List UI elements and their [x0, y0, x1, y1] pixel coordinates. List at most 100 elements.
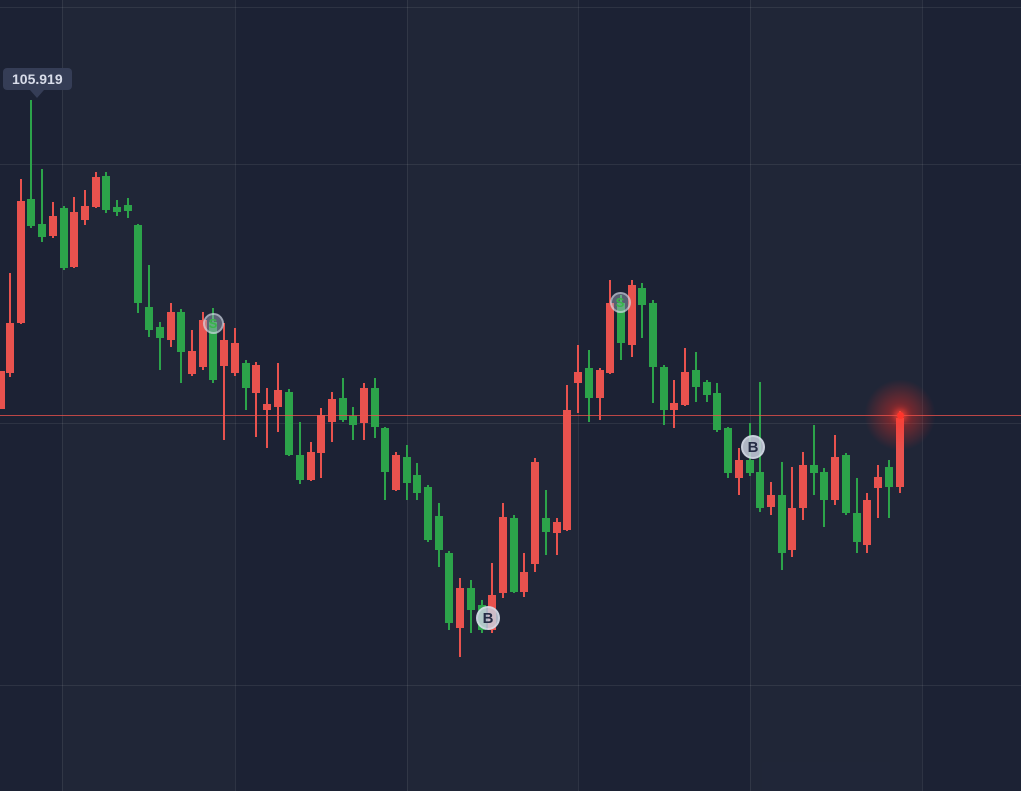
candle-body: [456, 588, 464, 628]
candle-body: [17, 201, 25, 323]
candle-body: [0, 371, 5, 409]
candle-body: [81, 206, 89, 220]
candle-body: [242, 363, 250, 388]
candle-wick: [223, 323, 225, 440]
candle-wick: [556, 518, 558, 555]
candle-body: [510, 518, 518, 592]
candle-body: [542, 518, 550, 532]
buy-marker: B: [476, 606, 500, 630]
candle-body: [703, 382, 711, 395]
candle-wick: [266, 388, 268, 448]
candle-body: [842, 455, 850, 513]
candle-body: [820, 472, 828, 500]
candle-body: [735, 460, 743, 478]
buy-marker: B: [741, 435, 765, 459]
candle-body: [746, 460, 754, 473]
candle-body: [596, 370, 604, 398]
candle-body: [134, 225, 142, 303]
candle-wick: [299, 422, 301, 484]
candle-body: [660, 367, 668, 410]
candle-body: [285, 392, 293, 455]
candle-body: [649, 303, 657, 367]
candle-body: [445, 553, 453, 623]
sell-marker: S: [202, 312, 224, 334]
candle-body: [424, 487, 432, 540]
candle-body: [606, 303, 614, 373]
candle-body: [638, 288, 646, 305]
candle-body: [713, 393, 721, 430]
candle-body: [756, 472, 764, 508]
candle-body: [220, 340, 228, 366]
candle-wick: [41, 169, 43, 242]
candle-body: [360, 388, 368, 423]
vertical-gridline: [407, 0, 408, 791]
candle-body: [531, 462, 539, 564]
candle-body: [124, 205, 132, 211]
candle-body: [307, 452, 315, 480]
candle-body: [392, 455, 400, 490]
price-tooltip-pointer-icon: [30, 90, 45, 98]
candle-body: [263, 404, 271, 410]
candle-body: [188, 351, 196, 374]
horizontal-gridline: [0, 423, 1021, 424]
candle-wick: [877, 465, 879, 518]
candle-body: [799, 465, 807, 508]
candle-wick: [30, 100, 32, 228]
candle-body: [296, 455, 304, 480]
candle-body: [574, 372, 582, 383]
candle-body: [403, 457, 411, 483]
vertical-gridline: [750, 0, 751, 791]
vertical-gridline: [62, 0, 63, 791]
candle-wick: [888, 460, 890, 518]
sell-marker: S: [609, 291, 631, 313]
candle-wick: [813, 425, 815, 495]
candle-body: [435, 516, 443, 550]
candle-body: [381, 428, 389, 472]
candle-wick: [159, 322, 161, 370]
candle-body: [49, 216, 57, 236]
candle-body: [113, 207, 121, 212]
current-price-line: [0, 415, 1021, 416]
candle-body: [681, 372, 689, 405]
candle-body: [831, 457, 839, 500]
candle-body: [520, 572, 528, 592]
candle-body: [767, 495, 775, 507]
candle-wick: [641, 283, 643, 338]
candle-body: [199, 320, 207, 367]
candle-body: [167, 312, 175, 340]
candle-body: [102, 176, 110, 210]
candle-body: [317, 415, 325, 453]
candle-body: [628, 285, 636, 345]
candle-body: [38, 224, 46, 237]
horizontal-gridline: [0, 164, 1021, 165]
vertical-gridline: [235, 0, 236, 791]
candle-body: [788, 508, 796, 550]
candle-body: [274, 390, 282, 407]
candle-body: [92, 177, 100, 207]
candle-body: [209, 322, 217, 380]
candle-body: [670, 403, 678, 410]
candle-body: [339, 398, 347, 420]
candle-body: [885, 467, 893, 487]
candle-body: [231, 343, 239, 373]
price-tooltip-value: 105.919: [12, 71, 63, 87]
candle-body: [371, 388, 379, 427]
candle-body: [617, 303, 625, 343]
candle-body: [177, 312, 185, 352]
session-band: [62, 0, 235, 791]
candle-body: [27, 199, 35, 226]
candle-body: [563, 410, 571, 530]
candle-body: [328, 399, 336, 422]
candle-wick: [148, 265, 150, 337]
candle-wick: [255, 362, 257, 437]
candle-body: [692, 370, 700, 387]
candle-body: [499, 517, 507, 593]
candle-body: [778, 495, 786, 553]
price-tooltip: 105.919: [3, 68, 72, 98]
candle-body: [874, 477, 882, 488]
candle-body: [467, 588, 475, 610]
candle-body: [853, 513, 861, 542]
candle-body: [60, 208, 68, 268]
candle-body: [810, 465, 818, 473]
